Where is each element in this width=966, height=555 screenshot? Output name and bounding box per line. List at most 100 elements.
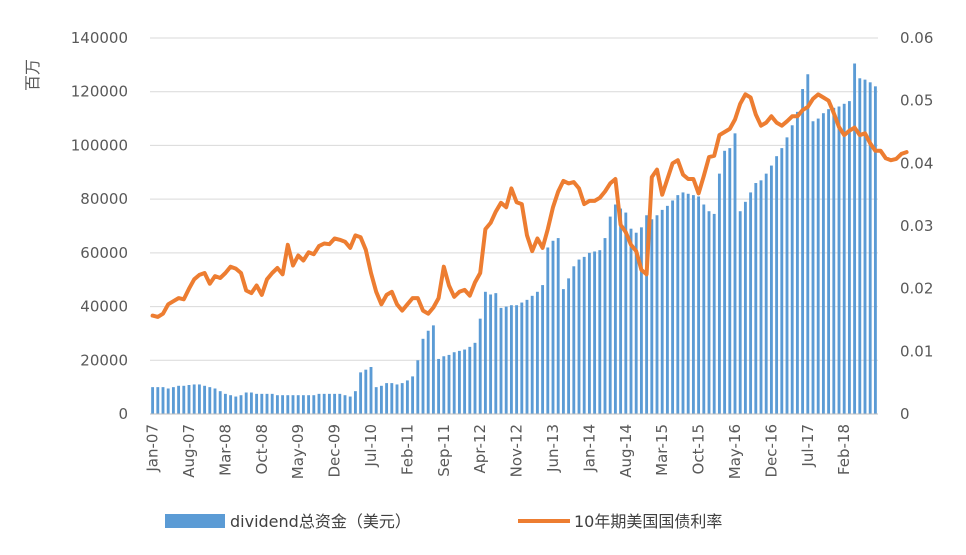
dividend-bar <box>171 387 175 414</box>
dividend-bar <box>655 215 659 414</box>
dividend-bar <box>431 325 435 414</box>
x-tick-label: Dec-16 <box>762 424 780 478</box>
dividend-bar <box>197 384 201 414</box>
dividend-bar <box>421 338 425 414</box>
dividend-bar <box>437 358 441 414</box>
dividend-bar <box>463 349 467 414</box>
dividend-bar <box>827 109 831 415</box>
treasury-rate-line <box>150 92 909 319</box>
dividend-bar <box>567 278 571 414</box>
dividend-bar <box>343 395 347 414</box>
dividend-bar <box>509 305 513 414</box>
dividend-bar <box>858 78 862 415</box>
dividend-bar <box>842 103 846 415</box>
dividend-bar <box>374 387 378 414</box>
dividend-bar <box>769 165 773 414</box>
dividend-bar <box>759 180 763 414</box>
dividend-bar <box>338 393 342 414</box>
dividend-bar <box>333 393 337 414</box>
dividend-bar <box>619 208 623 414</box>
dividend-bar <box>587 252 591 414</box>
left-y-axis-ticks: 0 20000 40000 60000 80000 100000 120000 140000 <box>71 29 128 423</box>
dividend-bar <box>203 385 207 414</box>
x-tick-label: May-09 <box>289 424 307 479</box>
x-tick-label: Dec-09 <box>326 424 344 478</box>
x-tick-label: Oct-15 <box>690 424 708 474</box>
y-left-tick-label: 120000 <box>71 83 128 101</box>
dividend-bar <box>327 393 331 414</box>
dividend-bar <box>312 395 316 414</box>
legend-label-dividend: dividend总资金（美元） <box>230 512 411 531</box>
x-tick-label: Mar-15 <box>653 424 671 476</box>
dividend-bar <box>676 195 680 414</box>
dividend-bar <box>806 74 810 414</box>
dividend-bar <box>468 346 472 414</box>
dividend-bar <box>255 393 259 414</box>
dividend-bar <box>785 137 789 414</box>
dividend-bar <box>161 387 165 414</box>
dividend-bar <box>775 156 779 414</box>
dividend-bar <box>515 305 519 414</box>
dividend-bar <box>853 63 857 415</box>
dividend-bar <box>639 227 643 414</box>
x-tick-label: Mar-08 <box>216 424 234 476</box>
dividend-bar <box>593 251 597 414</box>
dividend-bar <box>764 173 768 414</box>
legend-label-rate: 10年期美国国债利率 <box>574 512 722 531</box>
x-tick-label: Apr-12 <box>471 424 489 474</box>
dividend-bar <box>525 299 529 414</box>
dividend-bar <box>697 196 701 414</box>
dividend-bar <box>754 183 758 414</box>
dividend-bar <box>572 266 576 414</box>
dividend-bar <box>229 395 233 414</box>
dividend-bar <box>478 318 482 414</box>
dividend-bar <box>733 133 737 415</box>
x-tick-label: Jul-10 <box>362 424 380 468</box>
dividend-bar <box>400 383 404 414</box>
dividend-bar <box>645 215 649 414</box>
dividend-bar <box>598 250 602 414</box>
dividend-bar <box>546 247 550 414</box>
dividend-bar <box>296 395 300 414</box>
legend: dividend总资金（美元） 10年期美国国债利率 <box>165 512 722 531</box>
x-tick-label: Jan-07 <box>144 424 162 473</box>
dividend-bar <box>483 291 487 414</box>
dividend-bar <box>650 219 654 414</box>
dividend-bar <box>348 396 352 414</box>
x-tick-label: Feb-11 <box>398 424 416 475</box>
dividend-bar <box>795 111 799 414</box>
y-left-tick-label: 40000 <box>80 298 128 316</box>
y-right-tick-label: 0.06 <box>900 29 933 47</box>
x-tick-label: Feb-18 <box>835 424 853 475</box>
dividend-bar <box>821 113 825 414</box>
left-y-axis-label: 百万 <box>23 59 42 91</box>
dividend-bar <box>275 395 279 414</box>
dividend-bar <box>863 79 867 414</box>
y-right-tick-label: 0.04 <box>900 154 933 172</box>
x-tick-label: Sep-11 <box>435 424 453 477</box>
dividend-bar <box>811 121 815 414</box>
dividend-bar <box>359 372 363 414</box>
y-left-tick-label: 80000 <box>80 190 128 208</box>
dividend-bar <box>166 388 170 414</box>
x-tick-label: Aug-07 <box>180 424 198 478</box>
dividend-bar <box>665 205 669 414</box>
dividend-bar <box>780 148 784 414</box>
dividend-bar <box>504 306 508 414</box>
dividend-bar <box>260 393 264 414</box>
dividend-bar <box>447 354 451 414</box>
horizontal-gridlines <box>150 37 878 415</box>
dividend-bar <box>265 393 269 414</box>
y-left-tick-label: 60000 <box>80 244 128 262</box>
dividend-bar <box>301 395 305 414</box>
dividend-bar <box>411 376 415 414</box>
dividend-bar <box>577 259 581 414</box>
dividend-bar <box>613 204 617 414</box>
dividend-bar <box>395 384 399 414</box>
dividend-bar <box>385 383 389 414</box>
dividend-bar <box>239 395 243 414</box>
dividend-bar <box>489 294 493 414</box>
y-left-tick-label: 20000 <box>80 351 128 369</box>
x-axis-ticks: Jan-07 Aug-07 Mar-08 Oct-08 May-09 Dec-09 Jul-… <box>144 413 878 479</box>
